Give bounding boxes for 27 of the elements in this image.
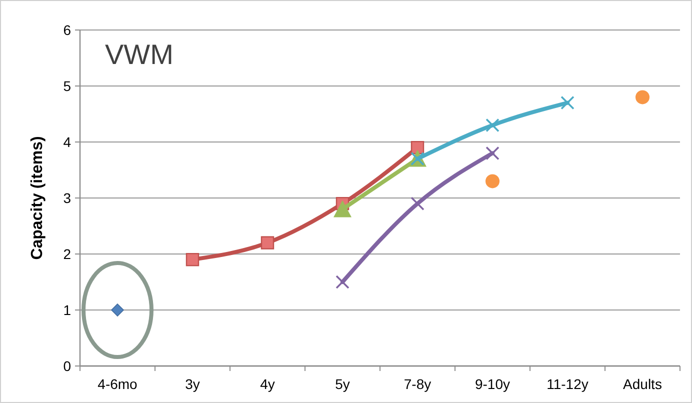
x-tick-label: 5y — [335, 376, 350, 392]
x-tick-label: 7-8y — [404, 376, 432, 392]
y-axis-title: Capacity (items) — [29, 136, 46, 260]
point — [186, 253, 200, 266]
point — [111, 304, 124, 316]
point — [486, 146, 500, 160]
y-tick-label: 6 — [63, 22, 72, 38]
point — [560, 96, 574, 110]
chart-title: VWM — [105, 39, 174, 70]
y-tick-label: 0 — [63, 358, 72, 374]
x-tick-label: 4y — [260, 376, 275, 392]
point — [486, 174, 500, 188]
y-tick-label: 4 — [63, 134, 72, 150]
y-tick-label: 3 — [63, 190, 72, 206]
y-tick-label: 2 — [63, 246, 72, 262]
point — [636, 90, 650, 104]
point — [336, 275, 350, 289]
point — [260, 236, 274, 250]
y-tick-label: 5 — [63, 78, 72, 94]
x-tick-label: 4-6mo — [98, 376, 138, 392]
x-tick-label: 11-12y — [546, 376, 588, 392]
point — [410, 196, 424, 210]
point — [486, 118, 500, 132]
x-tick-label: 3y — [185, 376, 200, 392]
x-tick-label: 9-10y — [474, 376, 510, 392]
x-tick-label: Adults — [623, 376, 662, 392]
y-tick-label: 1 — [63, 302, 72, 318]
